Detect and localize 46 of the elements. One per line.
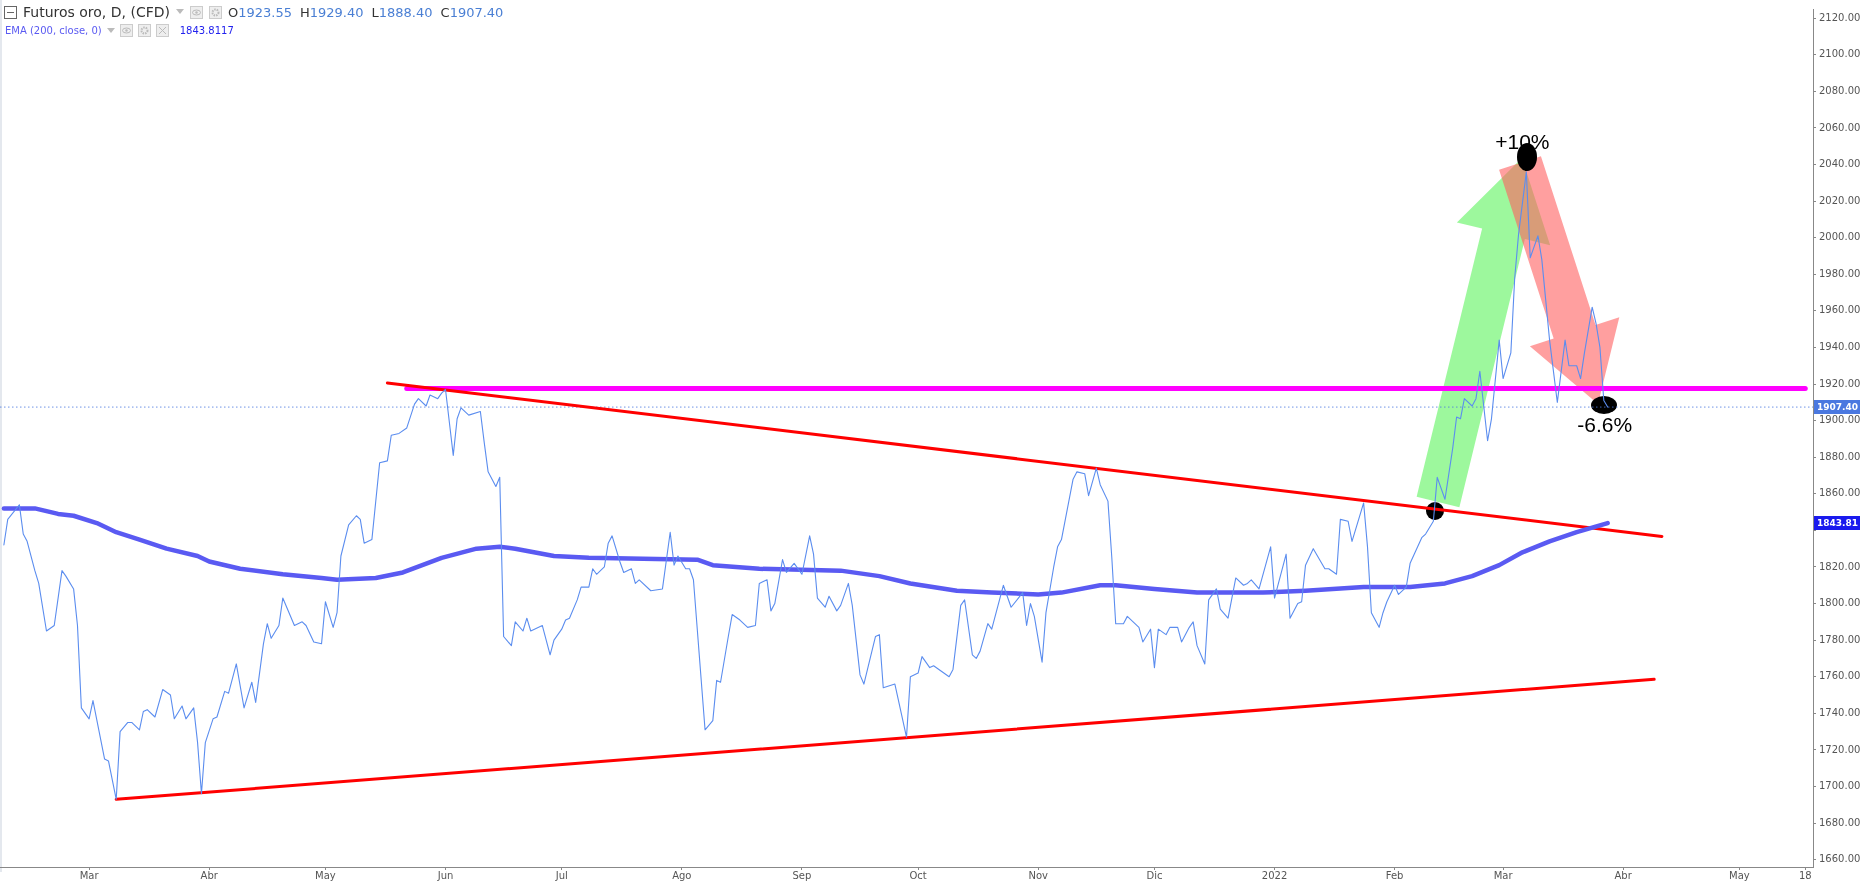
x-tick-label: Abr	[200, 869, 219, 881]
y-tick-label: 1800.00	[1819, 597, 1861, 609]
x-tick-label: Mar	[79, 869, 100, 881]
y-tick-label: 1860.00	[1819, 487, 1861, 499]
annotation: -6.6%	[1577, 413, 1633, 437]
x-tick-label: 18	[1798, 869, 1812, 881]
chart-title: Futuros oro, D, (CFD)	[23, 4, 170, 20]
y-tick-label: 1720.00	[1819, 743, 1861, 755]
x-tick-label: Jul	[554, 869, 568, 881]
y-tick-label: 2120.00	[1819, 11, 1861, 23]
y-tick-label: 2000.00	[1819, 231, 1861, 243]
annotation: 1843.8117	[179, 25, 234, 36]
y-tick-label: 1680.00	[1819, 816, 1861, 828]
y-tick-label: 2040.00	[1819, 158, 1861, 170]
x-tick-label: Sep	[792, 869, 812, 881]
x-tick-label: Dic	[1146, 869, 1163, 881]
y-tick-label: 1820.00	[1819, 560, 1861, 572]
x-tick-label: May	[315, 869, 336, 881]
x-tick-label: Mar	[1493, 869, 1514, 881]
x-tick-label: Abr	[1614, 869, 1633, 881]
y-tick-label: 1900.00	[1819, 414, 1861, 426]
y-tick-label: 2100.00	[1819, 48, 1861, 60]
x-tick-label: Jun	[436, 869, 454, 881]
x-tick-label: Feb	[1385, 869, 1404, 881]
x-tick-label: Oct	[909, 869, 927, 881]
y-tick-label: 2060.00	[1819, 121, 1861, 133]
y-tick-label: 1980.00	[1819, 267, 1861, 279]
text: 1843.81	[1817, 517, 1858, 528]
y-tick-label: 2080.00	[1819, 84, 1861, 96]
y-tick-label: 1960.00	[1819, 304, 1861, 316]
y-tick-label: 1920.00	[1819, 377, 1861, 389]
y-tick-label: 2020.00	[1819, 194, 1861, 206]
x-tick-label: Ago	[672, 869, 692, 881]
y-tick-label: 1760.00	[1819, 670, 1861, 682]
x-tick-label: May	[1729, 869, 1750, 881]
y-tick-label: 1940.00	[1819, 341, 1861, 353]
y-tick-label: 1660.00	[1819, 853, 1861, 865]
chart-subtitle: O1923.55 H1929.40 L1888.40 C1907.40	[227, 4, 504, 20]
x-tick-label: Nov	[1028, 869, 1049, 881]
y-tick-label: 1740.00	[1819, 706, 1861, 718]
text: EMA (200, close, 0)	[5, 25, 102, 36]
y-tick-label: 1780.00	[1819, 633, 1861, 645]
y-tick-label: 1880.00	[1819, 450, 1861, 462]
ref-line-label: 1907.40	[1817, 401, 1858, 412]
x-tick-label: 2022	[1261, 869, 1288, 881]
y-tick-label: 1700.00	[1819, 780, 1861, 792]
